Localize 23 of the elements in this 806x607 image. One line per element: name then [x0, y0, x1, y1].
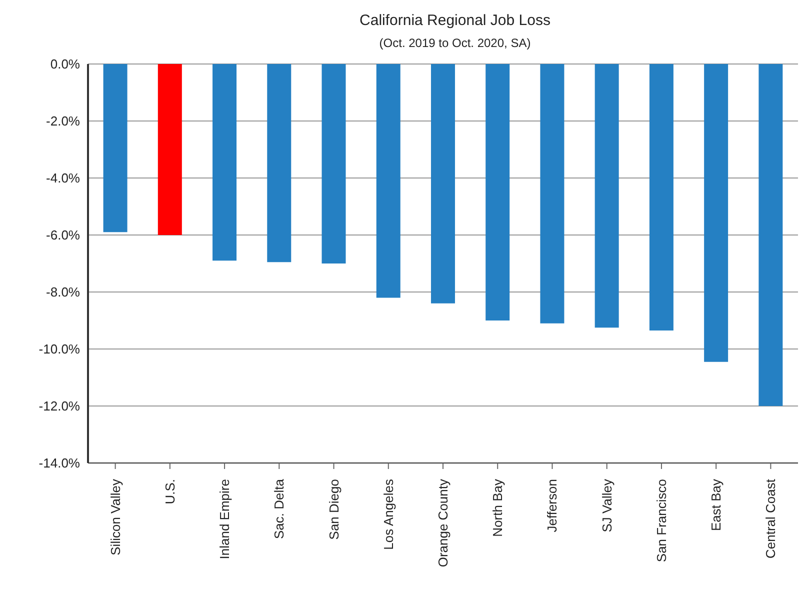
x-tick-label: North Bay: [490, 478, 506, 537]
y-tick-label: -10.0%: [38, 342, 80, 357]
y-tick-label: -14.0%: [38, 456, 80, 471]
x-tick-label: San Diego: [326, 479, 342, 540]
x-tick-label: U.S.: [162, 479, 178, 504]
y-tick-label: 0.0%: [50, 56, 80, 72]
chart-title: California Regional Job Loss: [358, 12, 552, 29]
x-tick-label: Inland Empire: [217, 479, 232, 560]
x-tick-label: Sac. Delta: [272, 478, 287, 539]
y-tick-label: -2.0%: [46, 114, 80, 129]
y-tick-label: -12.0%: [38, 398, 80, 414]
x-tick-label: Jefferson: [544, 479, 560, 532]
x-tick-label: East Bay: [708, 478, 724, 532]
x-tick-label: Orange County: [436, 478, 450, 568]
y-tick-label: -6.0%: [46, 228, 80, 243]
y-tick-label: -8.0%: [46, 284, 80, 300]
x-tick-label: SJ Valley: [599, 478, 614, 532]
y-tick-label: -4.0%: [46, 170, 80, 186]
x-tick-label: San Francisco: [654, 479, 669, 562]
x-tick-label: Silicon Valley: [108, 478, 123, 556]
chart-subtitle: (Oct. 2019 to Oct. 2020, SA): [378, 36, 532, 50]
x-tick-label: Central Coast: [763, 478, 778, 558]
x-tick-label: Los Angeles: [380, 478, 396, 550]
